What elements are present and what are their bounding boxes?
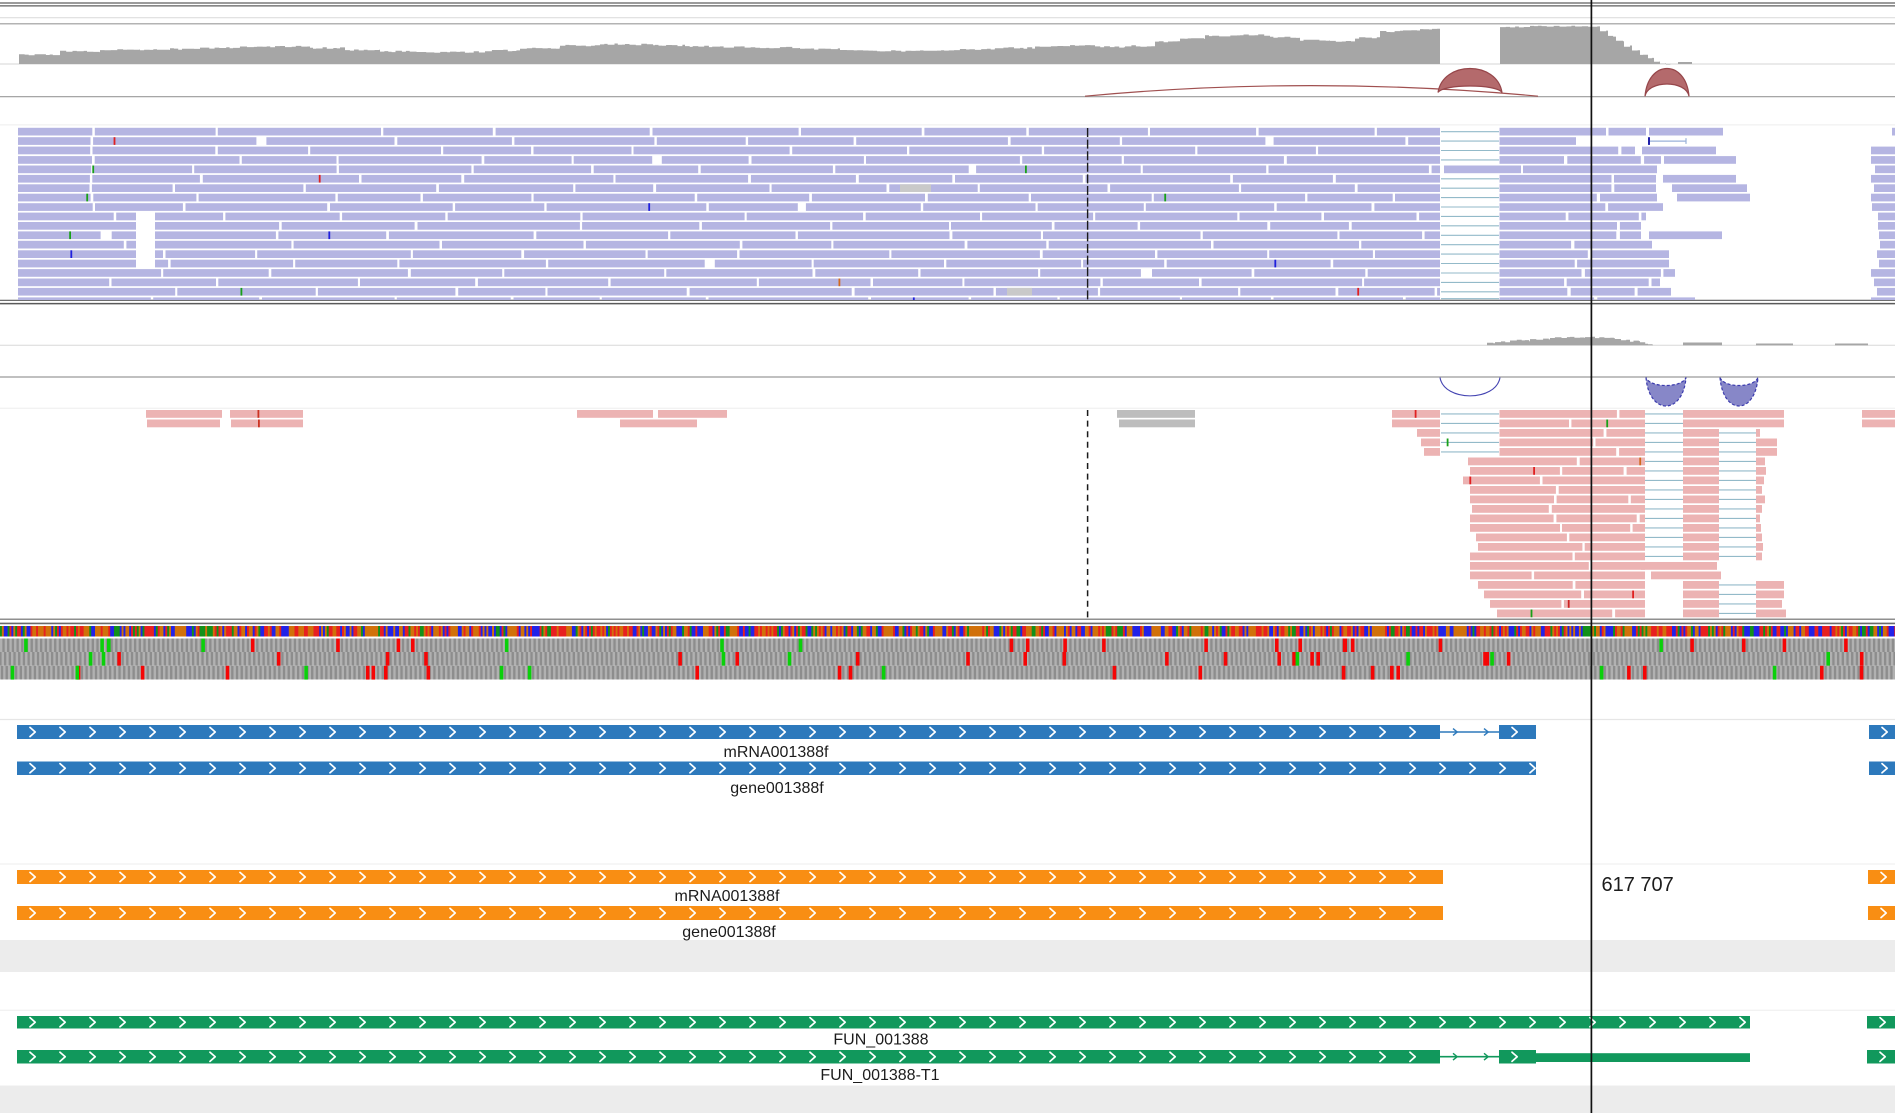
svg-text:FUN_001388: FUN_001388: [833, 1032, 928, 1049]
svg-text:mRNA001388f: mRNA001388f: [675, 888, 781, 905]
svg-text:gene001388f: gene001388f: [730, 780, 824, 797]
svg-text:mRNA001388f: mRNA001388f: [724, 744, 830, 761]
svg-text:FUN_001388-T1: FUN_001388-T1: [820, 1067, 939, 1084]
svg-text:gene001388f: gene001388f: [682, 924, 776, 941]
svg-text:617 707: 617 707: [1602, 874, 1674, 896]
